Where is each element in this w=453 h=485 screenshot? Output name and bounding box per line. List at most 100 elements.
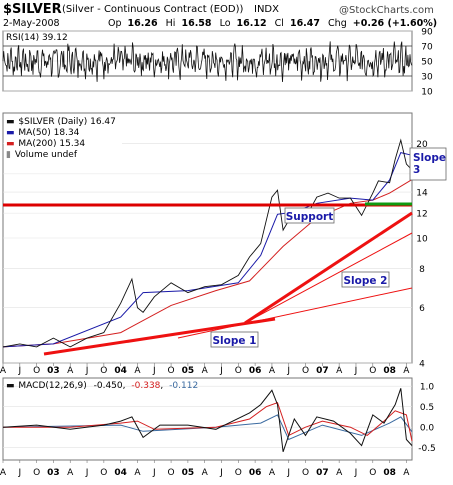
x-tick-label: O <box>100 366 107 376</box>
annotation-support-box <box>284 207 335 224</box>
x-tick-label: O <box>235 468 242 478</box>
x-tick-label: A <box>269 468 276 478</box>
legend-ma50-swatch: ▬ <box>6 128 15 138</box>
x-tick-label: J <box>354 468 358 478</box>
x-tick-label: O <box>168 366 175 376</box>
rsi-legend: RSI(14) 39.12 <box>6 33 68 43</box>
macd-legend: ▬ MACD(12,26,9) -0.450, -0.338, -0.112 <box>6 381 198 391</box>
rsi-tick-label: 90 <box>421 28 433 38</box>
annotation-slope-3-box <box>409 147 447 181</box>
annotation-slope-1: Slope 1 <box>210 331 259 348</box>
exchange-label: INDX <box>254 4 279 15</box>
legend-price-label: $SILVER (Daily) 16.47 <box>18 117 116 127</box>
x-tick-label: A <box>67 366 74 376</box>
rsi-tick-label: 10 <box>421 88 433 98</box>
macd-tick-label: 1.0 <box>420 383 435 393</box>
x-tick-label: A <box>0 366 7 376</box>
op-label: Op <box>108 18 122 29</box>
x-tick-label: A <box>403 468 410 478</box>
x-tick-label: O <box>33 468 40 478</box>
slope-1-line <box>43 317 276 356</box>
annotation-slope-3-label: Slope 3 <box>413 152 446 176</box>
annotation-slope-1-box <box>210 331 259 348</box>
legend-ma50: ▬ MA(50) 18.34 <box>6 128 80 138</box>
legend-ma200: ▬ MA(200) 15.34 <box>6 139 85 149</box>
macd-x-axis: A J O 03 A J O 04 A J O 05 A J O 06 A J O 07 A J O 08 A <box>0 460 410 478</box>
ma50-line <box>2 152 413 348</box>
slope-thin-line <box>177 287 413 339</box>
x-tick-label: J <box>85 366 89 376</box>
macd-legend-value: -0.450 <box>94 381 123 391</box>
date-label: 2-May-2008 <box>3 18 60 29</box>
x-tick-label: A <box>336 366 343 376</box>
x-tick-label: 04 <box>114 468 127 478</box>
macd-legend-sep-2: , <box>160 381 163 391</box>
x-tick-label: J <box>152 468 156 478</box>
lo-label: Lo <box>220 18 231 29</box>
watermark: @StockCharts.com <box>339 5 434 16</box>
rsi-tick-label: 30 <box>421 73 433 83</box>
annotation-slope-3: Slope 3 <box>409 147 447 181</box>
x-tick-label: A <box>202 366 209 376</box>
x-tick-label: O <box>369 366 376 376</box>
x-tick-label: O <box>369 468 376 478</box>
x-tick-label: 07 <box>316 468 329 478</box>
annotation-slope-2-label: Slope 2 <box>344 275 388 287</box>
annotation-slope-2: Slope 2 <box>341 271 390 288</box>
x-tick-label: J <box>219 468 223 478</box>
x-tick-label: J <box>354 366 358 376</box>
x-tick-label: O <box>168 468 175 478</box>
legend-ma200-swatch: ▬ <box>6 139 15 149</box>
op-value: 16.26 <box>128 18 158 29</box>
rsi-panel: 10 30 50 70 90 RSI(14) 39.12 <box>2 28 433 98</box>
x-tick-label: J <box>17 366 21 376</box>
rsi-tick-label: 70 <box>421 43 433 53</box>
macd-legend-swatch: ▬ <box>6 381 15 391</box>
x-tick-label: J <box>219 366 223 376</box>
price-tick-label: 14 <box>416 189 428 199</box>
x-tick-label: J <box>85 468 89 478</box>
x-tick-label: 08 <box>383 366 396 376</box>
x-tick-label: A <box>134 468 141 478</box>
chart-header: $SILVER (Silver - Continuous Contract (E… <box>3 2 437 29</box>
x-tick-label: 08 <box>383 468 396 478</box>
macd-y-axis: -0.5 0.0 0.5 1.0 <box>418 383 436 455</box>
lo-value: 16.12 <box>237 18 267 29</box>
slope-2-line <box>244 211 413 325</box>
legend-volume: ▮ Volume undef <box>6 150 78 160</box>
legend-price-swatch: ▬ <box>6 117 15 127</box>
cl-label: Cl <box>275 18 284 29</box>
macd-legend-name: MACD(12,26,9) <box>18 381 86 391</box>
price-legend: ▬ $SILVER (Daily) 16.47 ▬ MA(50) 18.34 ▬… <box>4 114 122 164</box>
annotation-slope-3-number: 3 <box>413 164 420 176</box>
annotation-slope-1-label: Slope 1 <box>213 335 257 347</box>
legend-volume-swatch: ▮ <box>6 150 11 160</box>
x-tick-label: O <box>302 366 309 376</box>
macd-tick-label: 0.0 <box>420 424 435 434</box>
annotation-slope-2-box <box>341 271 390 288</box>
price-panel: 4681012141620 Support Slope 2 Slope 1 ▬ <box>2 112 447 370</box>
rsi-line <box>2 41 413 83</box>
annotation-slope-3-word: Slope <box>413 152 446 164</box>
legend-price: ▬ $SILVER (Daily) 16.47 <box>6 117 116 127</box>
macd-legend-sep-1: , <box>123 381 126 391</box>
hi-value: 16.58 <box>181 18 211 29</box>
price-tick-label: 20 <box>416 140 428 150</box>
price-tick-label: 12 <box>416 210 427 220</box>
rsi-grid <box>3 30 412 92</box>
x-tick-label: O <box>33 366 40 376</box>
macd-legend-hist: -0.112 <box>169 381 198 391</box>
macd-line <box>2 388 413 452</box>
x-tick-label: 03 <box>47 366 60 376</box>
price-tick-label: 10 <box>416 235 428 245</box>
x-tick-label: A <box>403 366 410 376</box>
x-tick-label: J <box>152 366 156 376</box>
x-tick-label: A <box>67 468 74 478</box>
x-tick-label: O <box>235 366 242 376</box>
price-tick-label: 6 <box>419 304 425 314</box>
x-tick-label: 06 <box>249 468 262 478</box>
price-tick-label: 4 <box>419 360 425 370</box>
instrument-name: (Silver - Continuous Contract (EOD)) <box>62 4 244 15</box>
x-tick-label: 05 <box>182 366 195 376</box>
